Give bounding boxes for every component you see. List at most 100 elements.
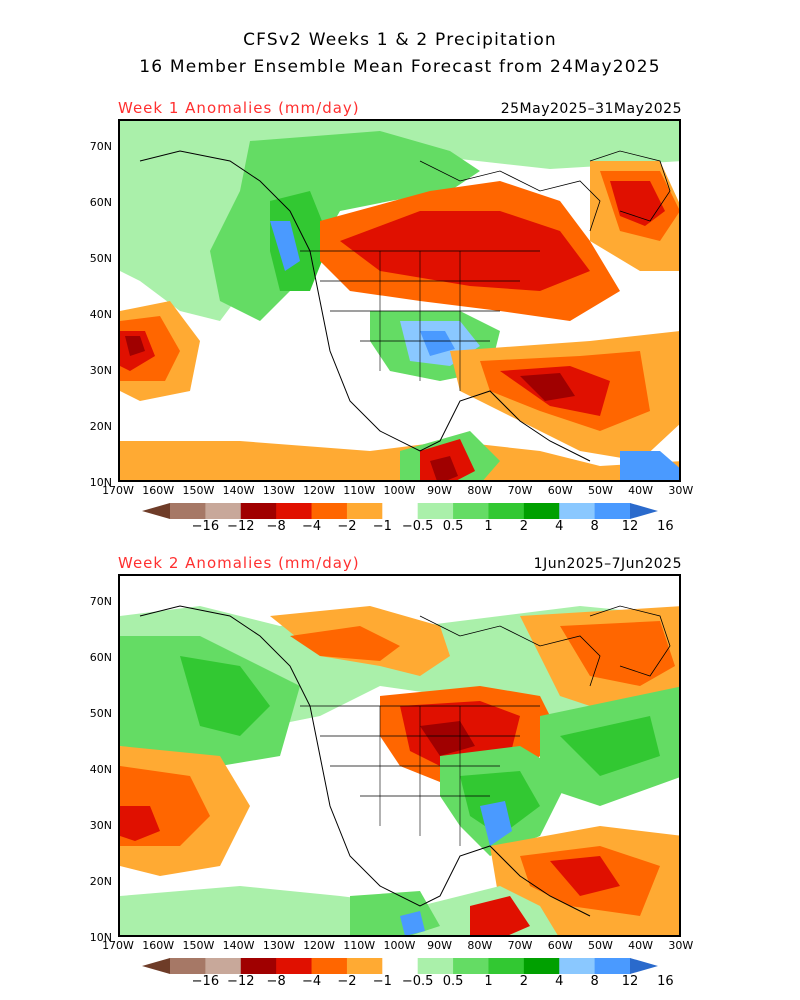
p2-lon-label: 150W (182, 939, 215, 952)
p1-cb-label: 0.5 (442, 519, 464, 534)
p1-lat-label: 50N (89, 252, 112, 265)
p1-lat-label: 40N (89, 308, 112, 321)
p2-cb-swatch (523, 958, 560, 974)
p2-cb-label: 16 (657, 974, 674, 989)
p1-lat-label: 10N (89, 476, 112, 489)
p1-cb-swatch (594, 503, 631, 519)
panel1-title: Week 1 Anomalies (mm/day) (118, 99, 360, 117)
p2-cb-swatch (346, 958, 383, 974)
p1-cb-swatch (382, 503, 419, 519)
p2-cb-label: 1 (484, 974, 493, 989)
p1-lat-label: 60N (89, 196, 112, 209)
p1-cb-label: −2 (337, 519, 357, 534)
p1-lon-label: 60W (547, 484, 573, 497)
p2-lon-label: 80W (467, 939, 493, 952)
p1-cb-swatch (276, 503, 313, 519)
p1-lon-label: 170W (102, 484, 134, 497)
figure-title-line1: CFSv2 Weeks 1 & 2 Precipitation (243, 30, 557, 50)
p1-cb-swatch (311, 503, 348, 519)
p1-cb-swatch (170, 503, 206, 519)
p2-lon-label: 120W (303, 939, 335, 952)
p2-cb-arrow-left (142, 958, 170, 974)
p2-cb-label: −12 (227, 974, 255, 989)
p2-lat-label: 20N (89, 875, 112, 888)
p1-lon-label: 140W (222, 484, 255, 497)
p1-cb-swatch (417, 503, 454, 519)
p1-lon-label: 30W (668, 484, 694, 497)
p2-cb-swatch (559, 958, 596, 974)
p2-cb-label: −2 (337, 974, 357, 989)
panel1-dates: 25May2025–31May2025 (500, 101, 682, 117)
p2-cb-label: −16 (191, 974, 220, 989)
p1-lon-label: 40W (628, 484, 654, 497)
p2-cb-label: 12 (621, 974, 639, 989)
p2-lon-label: 60W (547, 939, 573, 952)
p1-lat-label: 20N (89, 420, 112, 433)
figure-title-line2: 16 Member Ensemble Mean Forecast from 24… (139, 57, 661, 77)
p1-cb-label: −0.5 (401, 519, 434, 534)
p1-cb-label: −12 (227, 519, 255, 534)
p2-cb-swatch (170, 958, 206, 974)
p1-cb-swatch (453, 503, 489, 519)
p1-cb-label: −1 (372, 519, 392, 534)
week2-anomaly-map (118, 574, 681, 937)
p1-cb-label: −16 (191, 519, 220, 534)
p2-cb-swatch (311, 958, 348, 974)
p2-cb-swatch (240, 958, 277, 974)
p2-cb-swatch (205, 958, 242, 974)
week2-map-svg (120, 605, 679, 935)
p1-lon-label: 110W (343, 484, 376, 497)
p2-cb-label: 2 (519, 974, 528, 989)
p2-lat-label: 60N (89, 651, 112, 664)
week1-map-svg (120, 121, 679, 480)
panel2-dates: 1Jun2025–7Jun2025 (533, 556, 682, 572)
p1-cb-label: 1 (484, 519, 493, 534)
panel2-title: Week 2 Anomalies (mm/day) (118, 554, 360, 572)
p2-lon-label: 140W (222, 939, 255, 952)
p2-lon-label: 30W (668, 939, 694, 952)
p1-cb-swatch (488, 503, 525, 519)
p1-lon-label: 100W (383, 484, 416, 497)
p2-cb-swatch (594, 958, 631, 974)
p2-cb-swatch (417, 958, 454, 974)
p1-lon-label: 150W (182, 484, 215, 497)
p1-cb-swatch (240, 503, 277, 519)
p1-lon-label: 80W (467, 484, 493, 497)
p1-lon-label: 70W (507, 484, 533, 497)
p1-lon-label: 130W (262, 484, 295, 497)
p1-cb-label: 8 (590, 519, 599, 534)
p2-lon-label: 160W (142, 939, 175, 952)
p1-cb-label: −8 (266, 519, 286, 534)
p2-cb-swatch (453, 958, 489, 974)
p2-lon-label: 170W (102, 939, 134, 952)
p1-cb-label: 16 (657, 519, 674, 534)
p1-cb-swatch (523, 503, 560, 519)
week1-anomaly-map (118, 119, 681, 482)
p1-cb-label: 2 (519, 519, 528, 534)
p2-cb-label: −1 (372, 974, 392, 989)
p1-lat-label: 30N (89, 364, 112, 377)
p2-lat-label: 40N (89, 763, 112, 776)
p1-lon-label: 120W (303, 484, 335, 497)
p2-lon-label: 50W (587, 939, 613, 952)
p2-lon-label: 110W (343, 939, 376, 952)
p2-lon-label: 90W (427, 939, 453, 952)
p1-cb-swatch (559, 503, 596, 519)
colorbar-week2 (142, 958, 658, 974)
p2-cb-swatch (488, 958, 525, 974)
p2-lat-label: 50N (89, 707, 112, 720)
p1-cb-swatch (346, 503, 383, 519)
p2-lon-label: 100W (383, 939, 416, 952)
p1-lon-label: 90W (427, 484, 453, 497)
p2-lon-label: 40W (628, 939, 654, 952)
p1-cb-label: −4 (301, 519, 322, 534)
p2-cb-arrow-right (630, 958, 658, 974)
p1-cb-label: 12 (621, 519, 639, 534)
p1-cb-swatch (205, 503, 242, 519)
p2-cb-label: 8 (590, 974, 599, 989)
p2-lat-label: 70N (89, 595, 112, 608)
p1-cb-label: 4 (555, 519, 564, 534)
p2-cb-label: 0.5 (442, 974, 464, 989)
p2-lat-label: 30N (89, 819, 112, 832)
p1-cb-arrow-right (630, 503, 658, 519)
